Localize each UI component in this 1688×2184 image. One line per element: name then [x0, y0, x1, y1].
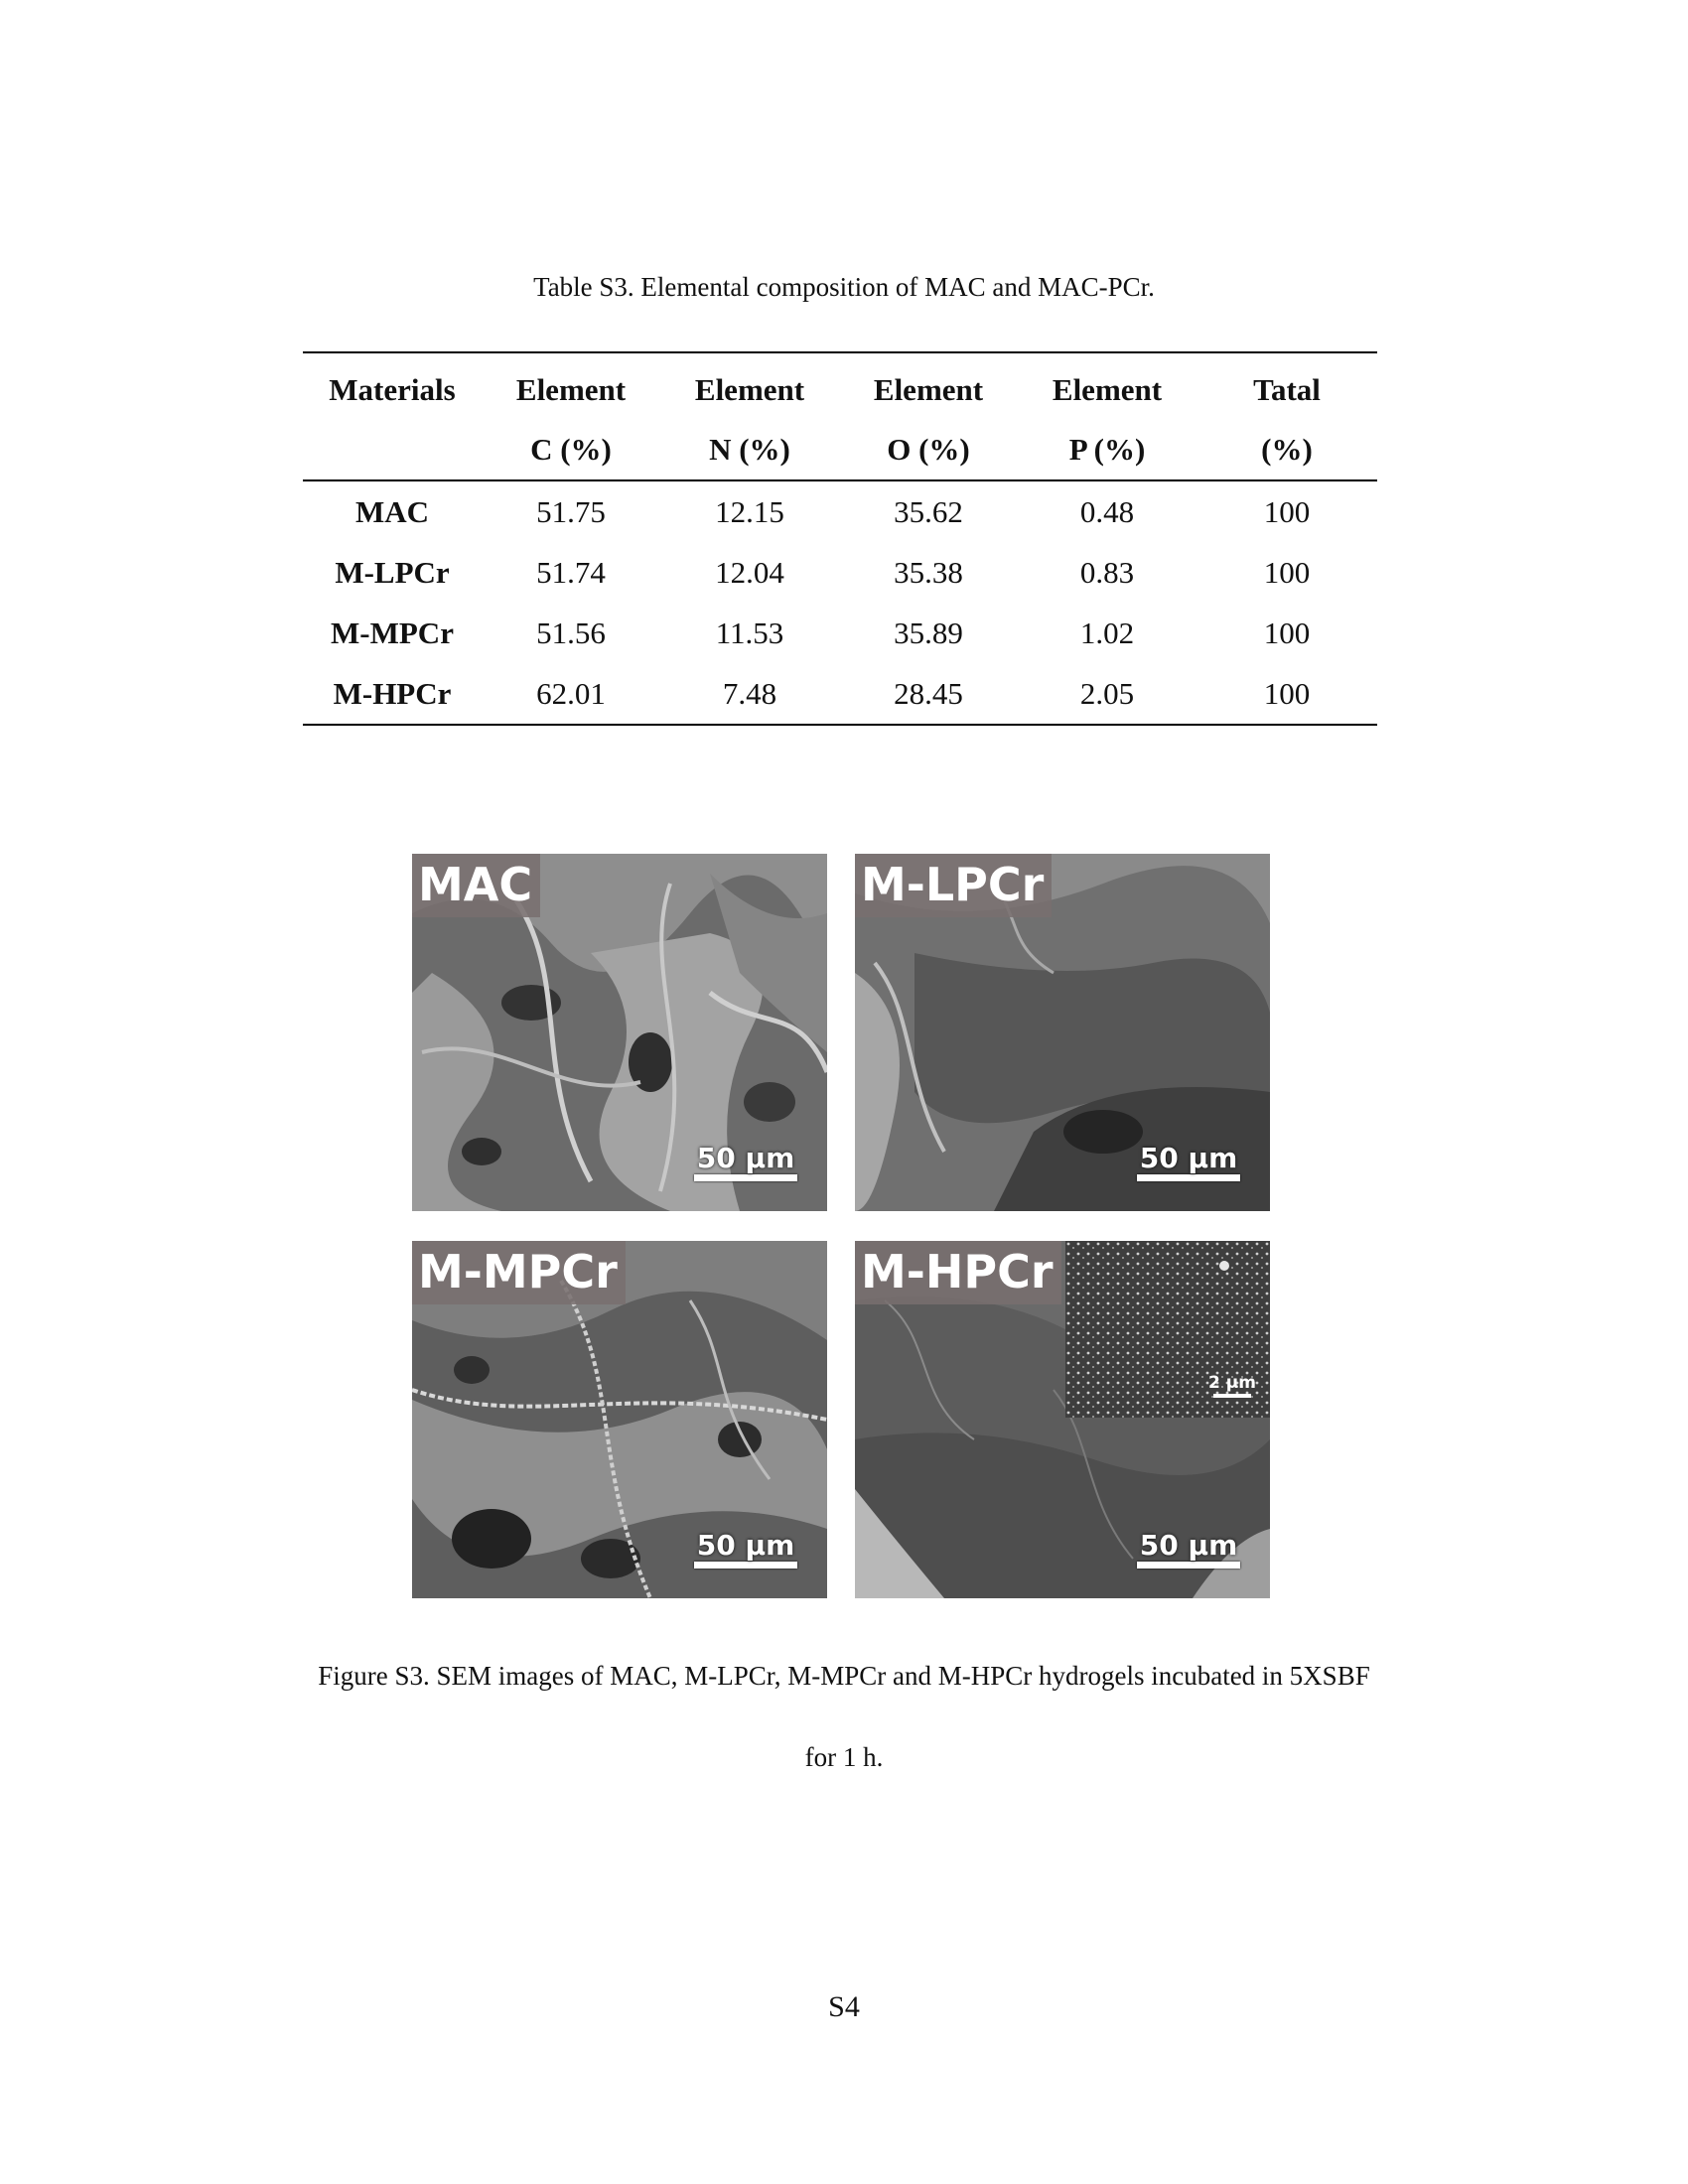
table-cell: 51.74: [536, 554, 606, 590]
sem-image-m-hpcr: M-HPCr 2 µm 50 µm: [855, 1241, 1270, 1598]
table-cell: 35.38: [894, 554, 963, 590]
table-cell: 28.45: [839, 663, 1018, 726]
scale-bar: 50 µm: [694, 1145, 797, 1181]
header-cell: Materials: [303, 351, 482, 420]
page-number: S4: [828, 1990, 860, 2023]
header-cell: N (%): [660, 420, 839, 481]
table-cell: 100: [1263, 493, 1311, 529]
row-label: M-HPCr: [303, 663, 482, 726]
header-cell: Element: [839, 351, 1018, 420]
table-row: M-LPCr 51.74 12.04 35.38 0.83 100: [303, 542, 1377, 603]
header-cell: Element: [1018, 351, 1196, 420]
table-cell: 100: [1263, 554, 1311, 590]
table-cell: 1.02: [1079, 614, 1135, 650]
sem-image-m-lpcr: M-LPCr 50 µm: [855, 854, 1270, 1211]
sem-texture: [855, 854, 1270, 1211]
scale-bar: 50 µm: [1137, 1145, 1240, 1181]
inset-scale-bar: 2 µm: [1208, 1375, 1256, 1398]
table-cell: 35.89: [894, 614, 963, 650]
table-cell: 51.56: [536, 614, 606, 650]
inset-scale-label: 2 µm: [1208, 1373, 1256, 1393]
header-cell: Element: [482, 351, 660, 420]
table-cell: 7.48: [660, 663, 839, 726]
table-cell: 51.75: [536, 493, 606, 529]
table-cell: 12.15: [715, 493, 784, 529]
panel-label: MAC: [412, 854, 541, 917]
table-cell: 100: [1263, 614, 1311, 650]
sem-inset: 2 µm: [1065, 1241, 1270, 1418]
table-cell: 100: [1196, 663, 1377, 726]
scale-bar-line: [1137, 1562, 1240, 1569]
panel-label: M-LPCr: [855, 854, 1053, 917]
scale-bar-label: 50 µm: [696, 1142, 795, 1174]
table-cell: 0.48: [1079, 493, 1135, 529]
table-cell: 2.05: [1018, 663, 1196, 726]
table-cell: 62.01: [482, 663, 660, 726]
table-caption: Table S3. Elemental composition of MAC a…: [533, 272, 1155, 302]
header-cell: (%): [1196, 420, 1377, 481]
elemental-composition-table: Materials Element Element Element Elemen…: [303, 351, 1377, 726]
panel-label: M-MPCr: [412, 1241, 626, 1304]
panel-label: M-HPCr: [855, 1241, 1061, 1304]
figure-caption-continued: for 1 h.: [804, 1742, 884, 1772]
row-label: M-LPCr: [335, 554, 450, 590]
table-header-row: C (%) N (%) O (%) P (%) (%): [303, 420, 1377, 481]
table-cell: 11.53: [715, 614, 784, 650]
row-label: MAC: [354, 493, 430, 529]
scale-bar-line: [694, 1174, 797, 1181]
table-cell: 12.04: [715, 554, 784, 590]
header-cell: Element: [660, 351, 839, 420]
scale-bar-label: 50 µm: [696, 1529, 795, 1562]
header-cell: P (%): [1018, 420, 1196, 481]
table-row: M-HPCr 62.01 7.48 28.45 2.05 100: [303, 663, 1377, 726]
scale-bar: 50 µm: [694, 1532, 797, 1569]
scale-bar: 50 µm: [1137, 1532, 1240, 1569]
table-cell: 0.83: [1079, 554, 1135, 590]
row-label: M-MPCr: [331, 614, 454, 650]
header-cell: [303, 420, 482, 481]
figure-caption: Figure S3. SEM images of MAC, M-LPCr, M-…: [318, 1661, 1370, 1691]
table-row: M-MPCr 51.56 11.53 35.89 1.02 100: [303, 603, 1377, 663]
inset-texture: [1065, 1241, 1270, 1418]
header-cell: Tatal: [1196, 351, 1377, 420]
table-row: MAC 51.75 12.15 35.62 0.48 100: [303, 480, 1377, 542]
scale-bar-label: 50 µm: [1139, 1142, 1238, 1174]
table-cell: 35.62: [894, 493, 963, 529]
scale-bar-label: 50 µm: [1139, 1529, 1238, 1562]
scale-bar-line: [694, 1562, 797, 1569]
inset-scale-line: [1213, 1394, 1251, 1398]
sem-texture: [412, 854, 827, 1211]
header-cell: O (%): [839, 420, 1018, 481]
header-cell: C (%): [482, 420, 660, 481]
table-header-row: Materials Element Element Element Elemen…: [303, 351, 1377, 420]
sem-image-m-mpcr: M-MPCr 50 µm: [412, 1241, 827, 1598]
scale-bar-line: [1137, 1174, 1240, 1181]
sem-image-mac: MAC 50 µm: [412, 854, 827, 1211]
